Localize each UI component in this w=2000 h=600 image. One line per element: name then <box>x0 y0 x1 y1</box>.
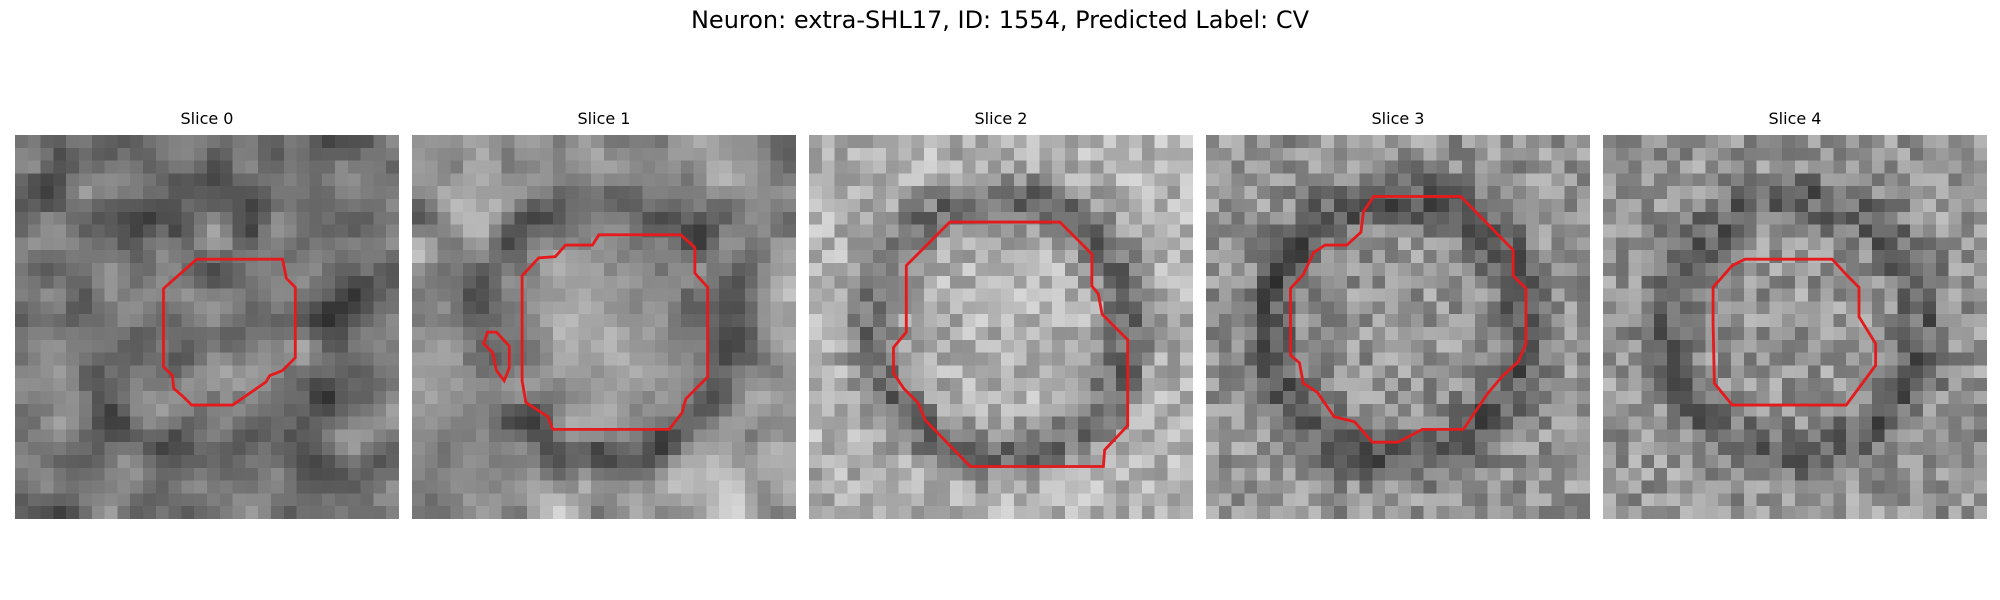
slice-image-1 <box>412 135 796 519</box>
slice-title-1: Slice 1 <box>412 108 796 130</box>
slice-image-2 <box>809 135 1193 519</box>
slice-panel-2: Slice 2 <box>809 108 1193 519</box>
slice-panel-0: Slice 0 <box>15 108 399 519</box>
figure-title: Neuron: extra-SHL17, ID: 1554, Predicted… <box>0 6 2000 34</box>
slice-title-0: Slice 0 <box>15 108 399 130</box>
slice-panel-3: Slice 3 <box>1206 108 1590 519</box>
slice-image-3 <box>1206 135 1590 519</box>
slice-title-3: Slice 3 <box>1206 108 1590 130</box>
slice-image-4 <box>1603 135 1987 519</box>
slice-panel-1: Slice 1 <box>412 108 796 519</box>
slice-title-4: Slice 4 <box>1603 108 1987 130</box>
slice-image-0 <box>15 135 399 519</box>
slice-panel-4: Slice 4 <box>1603 108 1987 519</box>
slice-title-2: Slice 2 <box>809 108 1193 130</box>
